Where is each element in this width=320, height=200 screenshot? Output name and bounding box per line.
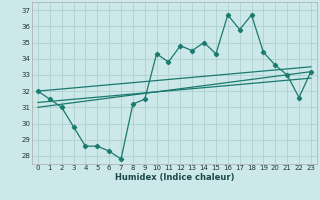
X-axis label: Humidex (Indice chaleur): Humidex (Indice chaleur) (115, 173, 234, 182)
